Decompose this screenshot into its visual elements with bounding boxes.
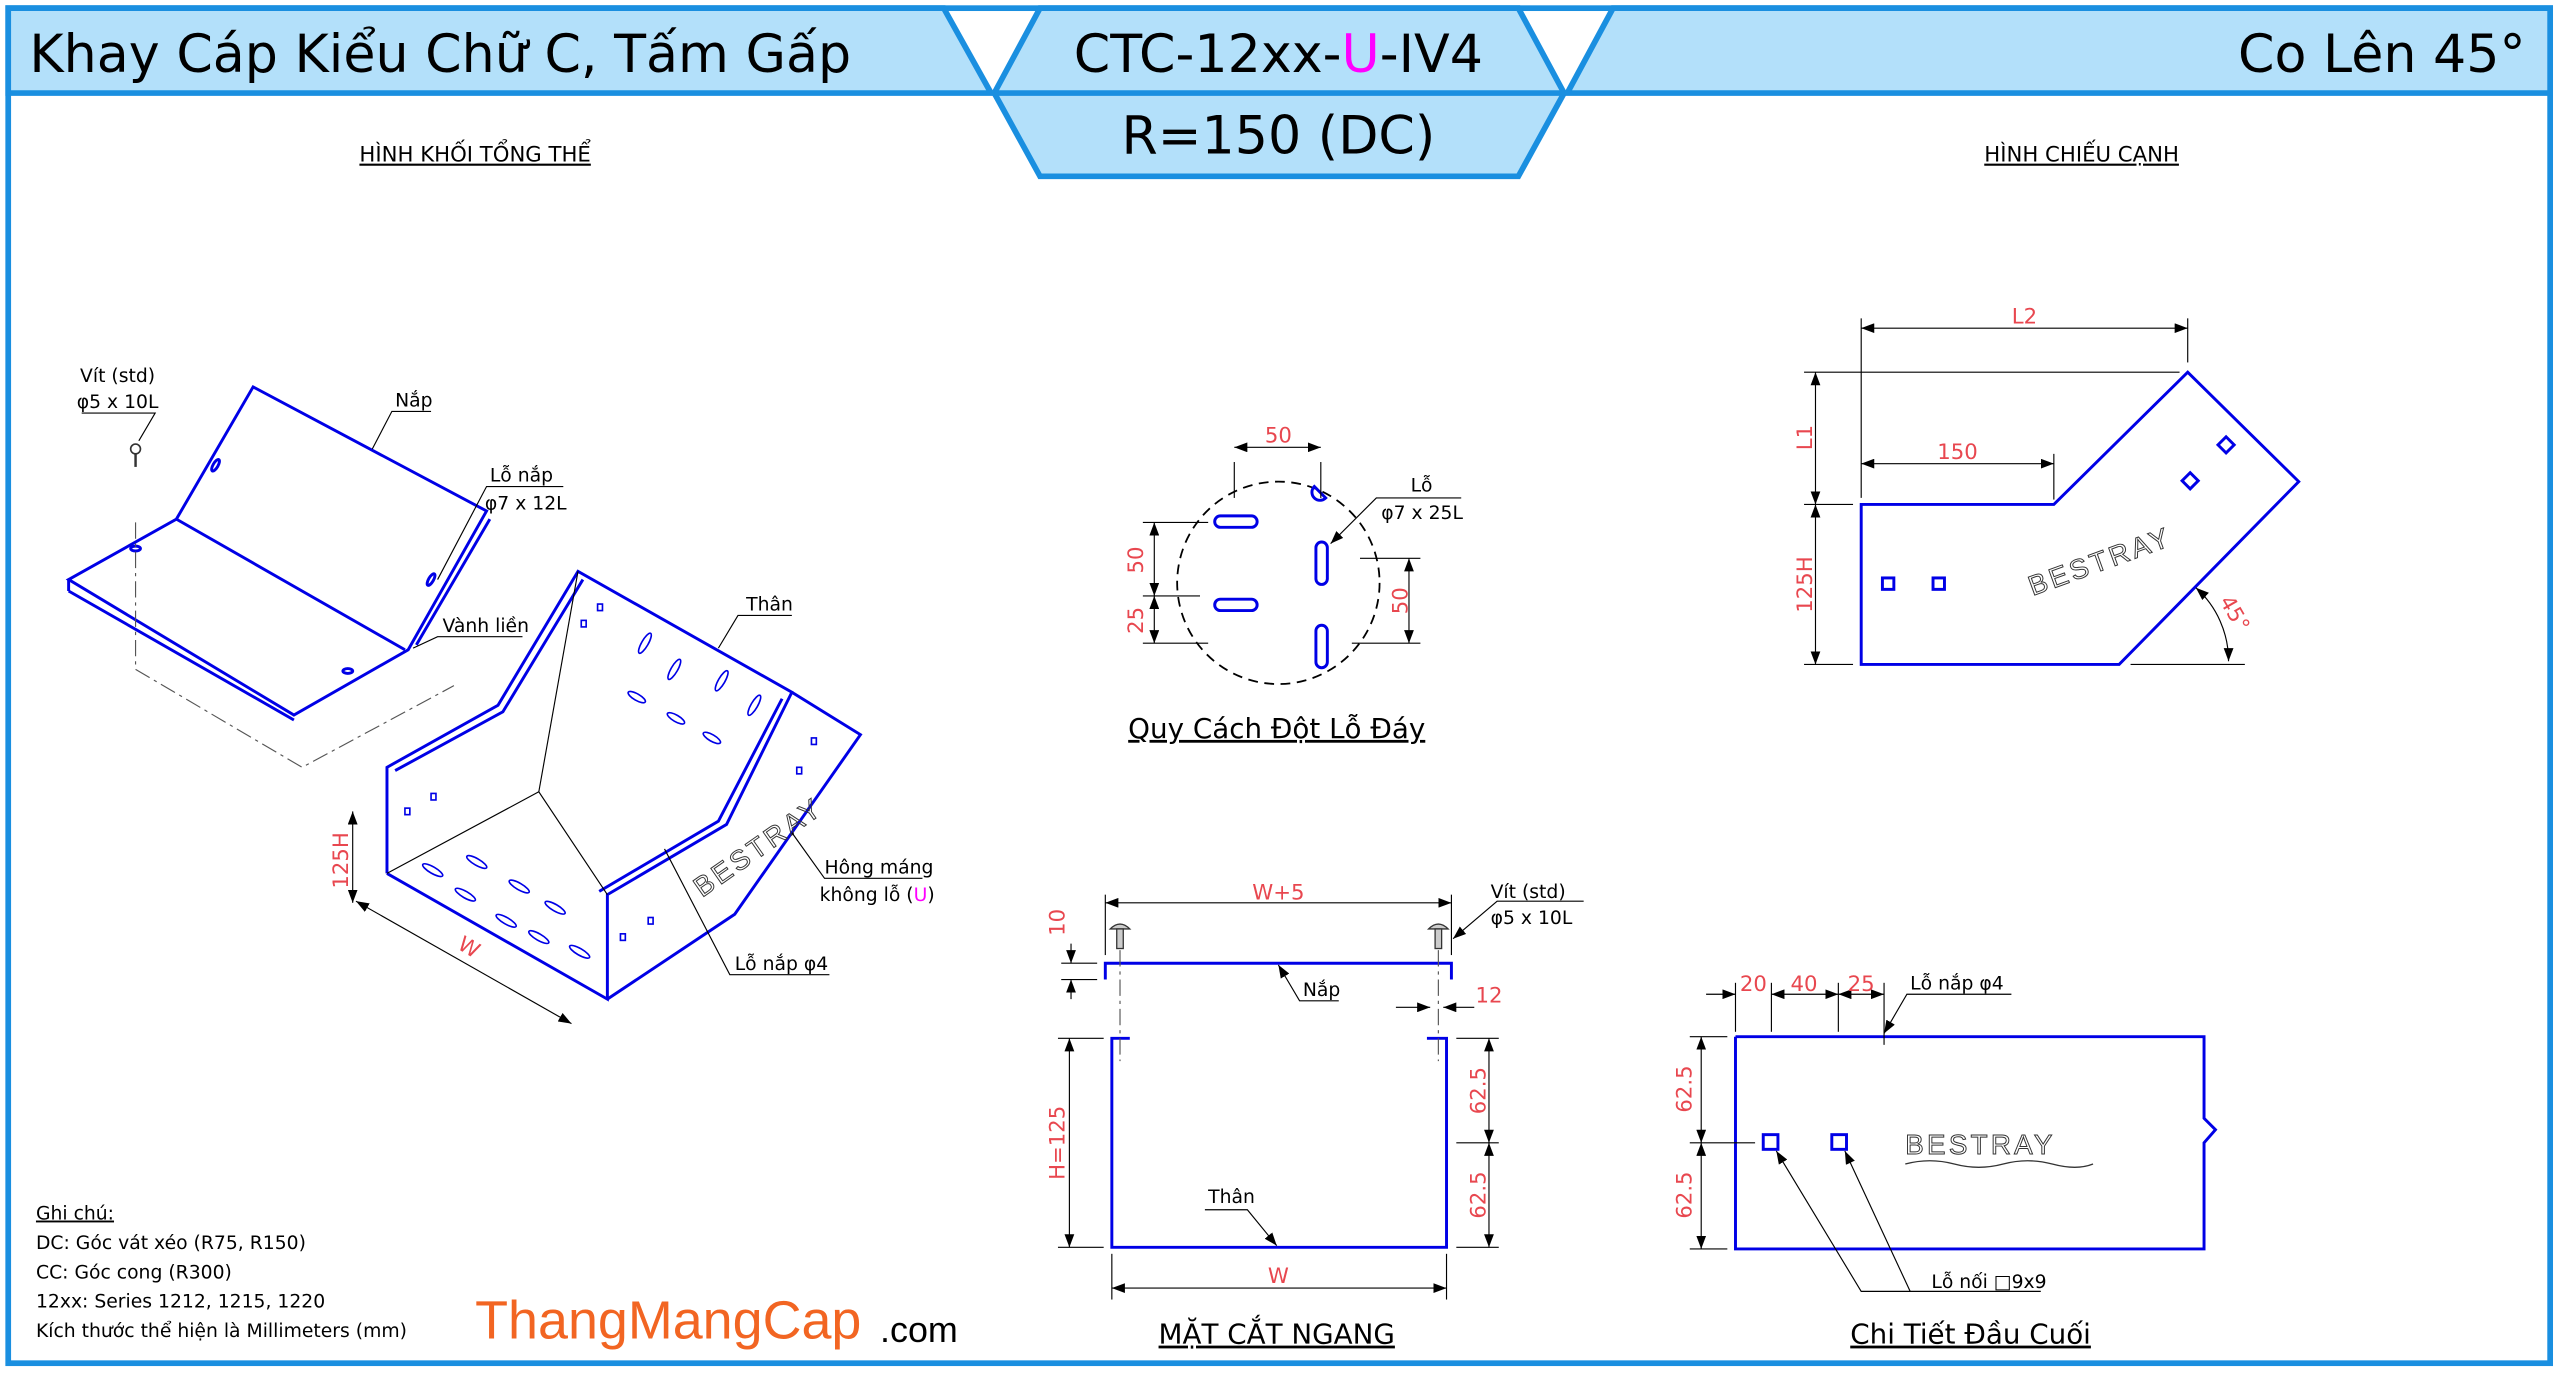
screw-icon (1108, 923, 1450, 950)
side-wall-variant: U (914, 885, 928, 906)
side-wall-label: Hông máng (825, 857, 934, 878)
end-lid-hole-label: Lỗ nắp φ4 (1910, 971, 2004, 994)
lid-hole-size-label: φ7 x 12L (485, 493, 567, 514)
joint-holes (1880, 434, 2237, 591)
rim-label: Vành liền (442, 615, 529, 637)
isometric-view-title: HÌNH KHỐI TỔNG THỂ (359, 139, 591, 168)
bottom-hole-pattern-title: Quy Cách Đột Lỗ Đáy (1128, 712, 1425, 745)
end-lower-dim: 62.5 (1672, 1171, 1697, 1218)
logo-name: ThangMangCap (475, 1291, 861, 1351)
product-code-suffix: -IV4 (1380, 25, 1483, 85)
hole-spacing-left-upper-dim: 50 (1124, 546, 1149, 573)
lid-label: Nắp (395, 389, 432, 412)
end-joint-hole-label: Lỗ nối □9x9 (1931, 1271, 2046, 1293)
note-line: DC: Góc vát xéo (R75, R150) (36, 1233, 306, 1254)
lip-width-dim: 12 (1475, 983, 1502, 1008)
end-brand-mark: BESTRAY (1905, 1129, 2055, 1160)
lower-half-dim: 62.5 (1467, 1171, 1492, 1218)
cs-lid-label: Nắp (1303, 978, 1340, 1001)
body-slot-holes (404, 603, 818, 959)
cs-screw-size-label: φ5 x 10L (1491, 908, 1573, 929)
lid-width-dim: W+5 (1252, 881, 1304, 906)
brand-wave-underline (1905, 1160, 2094, 1168)
product-code: CTC-12xx-U-IV4 (1074, 25, 1483, 85)
notes: Ghi chú: DC: Góc vát xéo (R75, R150) CC:… (36, 1204, 407, 1343)
end-upper-dim: 62.5 (1672, 1065, 1697, 1112)
hole-pattern-circle (1176, 480, 1381, 685)
side-wall-type-label: không lỗ (U) (820, 884, 935, 906)
header-right-panel (1562, 5, 2554, 96)
site-logo: ThangMangCap .com (475, 1291, 958, 1351)
note-line: CC: Góc cong (R300) (36, 1262, 232, 1283)
screw-size-label: φ5 x 10L (77, 392, 159, 413)
hole-spacing-left-lower-dim: 25 (1124, 607, 1149, 634)
body-label: Thân (745, 595, 793, 616)
sheet-border (5, 5, 2554, 1367)
hole-label: Lỗ (1411, 474, 1433, 496)
lid-hole-4-label: Lỗ nắp φ4 (735, 952, 829, 975)
body-height-dim: H=125 (1045, 1106, 1070, 1180)
side-view: BESTRAY L2 150 L1 125H 45° (1793, 304, 2301, 666)
lid-projection-line (134, 522, 455, 768)
side-view-title: HÌNH CHIẾU CẠNH (1984, 140, 2179, 168)
header-left-panel (5, 5, 996, 96)
upper-half-dim: 62.5 (1467, 1067, 1492, 1114)
slot-holes (1213, 484, 1329, 670)
isometric-brand-mark: BESTRAY (688, 791, 829, 903)
screw-icon (129, 443, 142, 467)
product-code-variant: U (1342, 25, 1380, 85)
cross-section-title: MẶT CẮT NGANG (1159, 1314, 1395, 1351)
lid-flange-dim: 10 (1045, 909, 1070, 936)
fitting-type: Co Lên 45° (2238, 25, 2526, 85)
product-code-prefix: CTC-12xx- (1074, 25, 1342, 85)
note-line: Kích thước thể hiện là Millimeters (mm) (36, 1320, 407, 1342)
side-profile-outline (1859, 370, 2301, 666)
side-wall-type-close: ) (927, 885, 934, 906)
body-width-dim: W (1268, 1264, 1289, 1289)
hole-size-label: φ7 x 25L (1381, 503, 1463, 524)
hole-spacing-right-dim: 50 (1388, 587, 1413, 614)
isometric-view: BESTRAY 125H W Vít (std) φ5 x 10L Nắp Lỗ… (65, 366, 935, 1025)
side-angle-dim: 45° (2214, 591, 2254, 636)
lid-section (1103, 961, 1453, 980)
iso-height-dim: 125H (329, 832, 354, 888)
side-height-dim: 125H (1793, 556, 1818, 612)
end-20-dim: 20 (1740, 972, 1767, 997)
joint-holes (1761, 1133, 1848, 1151)
side-wall-type-text: không lỗ ( (820, 884, 914, 906)
notes-heading: Ghi chú: (36, 1204, 114, 1225)
side-l2-dim: L2 (2012, 304, 2037, 329)
lid-hole-label: Lỗ nắp (490, 464, 553, 487)
iso-width-dim-line (355, 900, 572, 1025)
side-l1-dim: L1 (1793, 425, 1818, 450)
logo-suffix: .com (880, 1309, 958, 1350)
end-40-dim: 40 (1791, 972, 1818, 997)
end-detail: BESTRAY 20 40 25 Lỗ nắp φ4 62.5 62.5 Lỗ … (1672, 971, 2218, 1351)
cross-section: W+5 10 12 H=125 62.5 62.5 W Vít (std) φ5… (1045, 881, 1584, 1351)
end-plate-outline (1734, 1035, 2218, 1251)
lid-drawing (65, 384, 492, 722)
side-150-dim: 150 (1937, 440, 1978, 465)
iso-labels: Vít (std) φ5 x 10L Nắp Lỗ nắp φ7 x 12L V… (77, 366, 935, 976)
bottom-hole-pattern: 50 50 25 50 Lỗ φ7 x 25L Quy Cách Đột Lỗ … (1124, 423, 1464, 744)
product-type-title: Khay Cáp Kiểu Chữ C, Tấm Gấp (29, 25, 851, 85)
title-block: Khay Cáp Kiểu Chữ C, Tấm Gấp CTC-12xx-U-… (5, 5, 2554, 180)
side-brand-mark: BESTRAY (2024, 521, 2176, 602)
radius-spec: R=150 (DC) (1121, 106, 1435, 166)
end-25-dim: 25 (1848, 972, 1875, 997)
body-section (1110, 1036, 1448, 1249)
screw-label: Vít (std) (80, 366, 155, 387)
cs-body-label: Thân (1207, 1187, 1255, 1208)
cs-screw-label: Vít (std) (1491, 882, 1566, 903)
hole-spacing-top-dim: 50 (1265, 423, 1292, 448)
note-line: 12xx: Series 1212, 1215, 1220 (36, 1292, 325, 1313)
end-detail-title: Chi Tiết Đầu Cuối (1850, 1318, 2091, 1351)
